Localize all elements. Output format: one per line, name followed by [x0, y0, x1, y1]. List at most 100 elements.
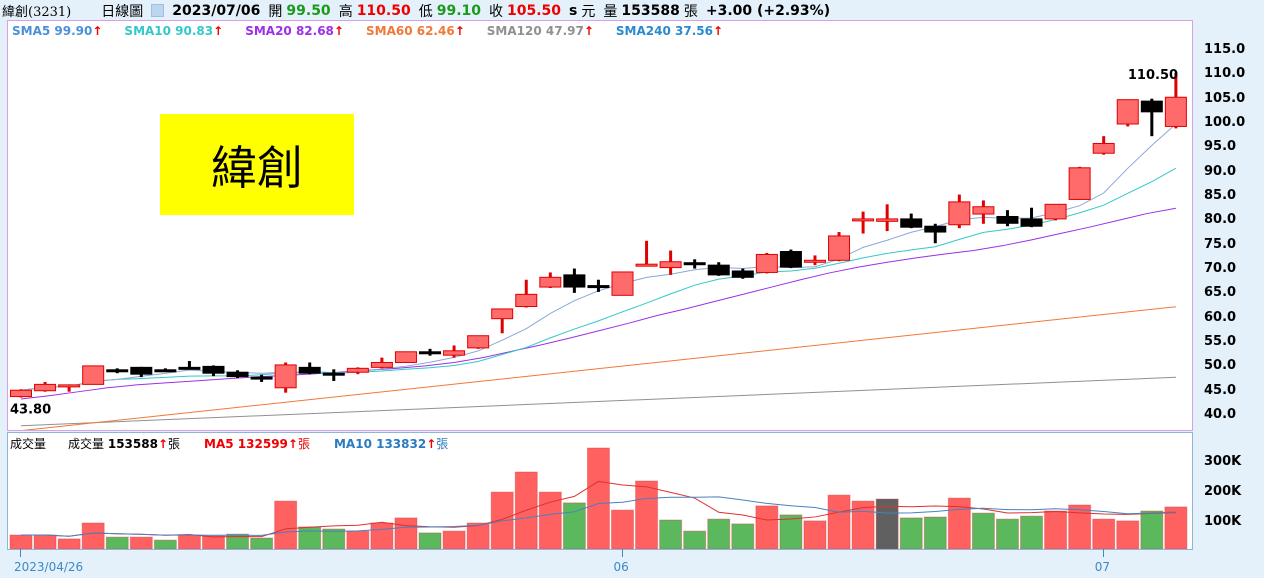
candle-body — [250, 376, 273, 380]
volume-bar — [346, 530, 370, 549]
volume-bar — [683, 530, 707, 549]
high-label: 高 — [338, 3, 353, 20]
volume-tick-label: 100K — [1204, 514, 1242, 529]
candle-body — [1164, 96, 1187, 127]
candle-body — [322, 372, 345, 376]
legend-sma-3: SMA60 62.46↑ — [365, 24, 465, 38]
volume-bar — [779, 514, 803, 549]
x-tick-mark — [20, 549, 21, 557]
legend-sma-5: SMA240 37.56↑ — [615, 24, 724, 38]
candle-body — [298, 366, 321, 374]
volume-bar — [851, 500, 875, 549]
y-tick-label: 100.0 — [1204, 115, 1246, 130]
volume-bar — [707, 518, 731, 549]
volume-bar — [33, 534, 57, 549]
candle-body — [948, 201, 971, 226]
candle-body — [611, 271, 634, 296]
volume-bar — [635, 480, 659, 549]
volume-unit: 張 — [683, 3, 698, 20]
volume-bar — [1068, 504, 1092, 549]
candle-body — [1044, 203, 1067, 220]
open-value: 99.50 — [286, 2, 331, 19]
candle-body — [779, 251, 802, 268]
volume-bar — [370, 522, 394, 549]
stock-name: 緯創(3231) — [2, 5, 72, 20]
volume-bar — [153, 539, 177, 549]
y-tick-label: 115.0 — [1204, 42, 1246, 57]
x-tick-mark — [621, 549, 623, 557]
volume-pane[interactable]: 成交量 成交量 153588↑張 MA5 132599↑張 MA10 13383… — [7, 432, 1193, 550]
candle-body — [226, 371, 249, 378]
y-tick-label: 105.0 — [1204, 90, 1246, 106]
dropdown-checkbox-icon[interactable] — [151, 4, 165, 17]
candle-body — [154, 369, 177, 373]
candle-body — [900, 218, 923, 228]
volume-bar — [538, 491, 562, 549]
candle-body — [130, 366, 153, 375]
volume-current: 成交量 153588↑張 — [68, 437, 181, 451]
volume-bar — [274, 500, 298, 549]
volume-bar — [57, 538, 81, 549]
low-value: 99.10 — [436, 2, 482, 19]
candle-body — [996, 215, 1019, 224]
volume-bar — [298, 526, 322, 549]
volume-bar — [875, 498, 899, 549]
candle-body — [1020, 218, 1043, 227]
chart-type-label: 日線圖 — [101, 3, 144, 20]
volume-chart — [9, 447, 1188, 549]
stock-name-stamp: 緯創 — [160, 114, 354, 215]
volume-tick-label: 300K — [1204, 454, 1242, 469]
candle-body — [563, 274, 586, 288]
volume-label: 量 — [603, 3, 618, 20]
candle-body — [876, 218, 899, 222]
quote-header: 緯創(3231) 日線圖 2023/07/06 開 99.50 高 110.50 低… — [2, 1, 830, 21]
volume-ma10-line — [21, 496, 1176, 537]
candle-body — [539, 276, 562, 288]
candle-body — [1116, 99, 1139, 125]
high-value: 110.50 — [356, 2, 411, 19]
max-price-label: 110.50 — [1128, 68, 1178, 83]
y-tick-label: 55.0 — [1204, 334, 1237, 350]
candle-body — [755, 253, 778, 273]
candle-body — [394, 351, 417, 363]
volume-bar — [201, 535, 225, 549]
min-price-label: 43.80 — [10, 403, 51, 418]
y-tick-label: 80.0 — [1204, 212, 1237, 228]
y-tick-label: 50.0 — [1204, 358, 1237, 374]
candle-body — [803, 259, 826, 263]
y-tick-label: 110.0 — [1204, 66, 1246, 82]
volume-ma5-line — [21, 480, 1176, 538]
candle-body — [370, 361, 393, 368]
volume-title: 成交量 — [10, 437, 47, 451]
volume-bar — [129, 536, 153, 549]
volume-ma10: MA10 133832↑張 — [333, 437, 449, 451]
candle-body — [274, 364, 297, 389]
volume-bar — [562, 502, 586, 549]
volume-tick-label: 200K — [1204, 484, 1242, 499]
sma60-line — [22, 306, 1176, 430]
x-tick-label: 07 — [1094, 560, 1110, 574]
volume-bar — [322, 528, 346, 549]
sma120-line — [20, 376, 1176, 427]
x-tick-label: 06 — [613, 560, 629, 574]
candle-body — [491, 308, 514, 320]
candle-body — [1068, 167, 1091, 200]
candle-body — [972, 206, 995, 215]
s-mark: s — [569, 2, 578, 19]
close-label: 收 — [489, 3, 504, 20]
volume-bar — [1140, 510, 1164, 549]
y-tick-label: 60.0 — [1204, 309, 1237, 325]
volume-bar — [731, 523, 755, 549]
candle-body — [707, 264, 730, 276]
candle-body — [10, 389, 32, 398]
price-pane[interactable]: 43.80 110.50 SMA5 99.90↑ SMA10 90.83↑ SMA20… — [7, 20, 1193, 431]
volume-bar — [466, 522, 490, 549]
candle-body — [1140, 100, 1163, 113]
volume-bar — [803, 520, 827, 549]
volume-bar — [442, 530, 466, 549]
x-tick-label: 2023/04/26 — [14, 560, 84, 574]
volume-bar — [1116, 520, 1140, 549]
unit-label: 元 — [581, 3, 596, 20]
volume-bar — [586, 447, 610, 549]
volume-legend: 成交量 成交量 153588↑張 MA5 132599↑張 MA10 13383… — [10, 435, 448, 452]
